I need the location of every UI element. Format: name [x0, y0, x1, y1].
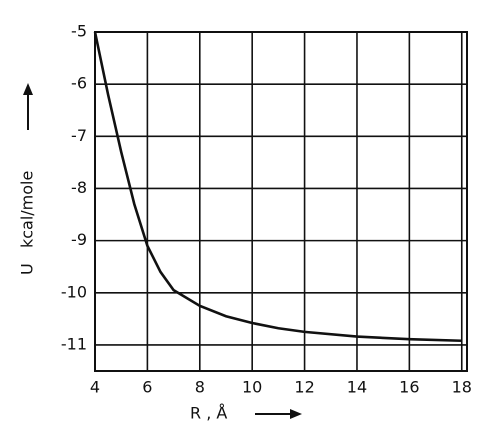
y-axis-label: U kcal/mole [18, 171, 37, 275]
y-tick-label: -8 [71, 178, 87, 197]
x-tick-label: 8 [195, 378, 205, 397]
x-tick-label: 18 [452, 378, 472, 397]
y-tick-label: -6 [71, 74, 87, 93]
y-tick-label: -5 [71, 22, 87, 41]
x-tick-label: 12 [294, 378, 314, 397]
y-tick-label: -9 [71, 230, 87, 249]
x-arrow-head [290, 409, 302, 419]
y-tick-label: -7 [71, 126, 87, 145]
x-tick-label: 4 [90, 378, 100, 397]
y-tick-label: -10 [61, 282, 87, 301]
x-tick-label: 16 [399, 378, 419, 397]
y-arrow-head [23, 83, 33, 95]
x-tick-label: 14 [347, 378, 367, 397]
curve [93, 31, 462, 343]
x-tick-label: 10 [242, 378, 262, 397]
y-tick-label: -11 [61, 334, 87, 353]
x-tick-label: 6 [142, 378, 152, 397]
plot-frame [94, 31, 468, 372]
x-axis-label: R , Å [190, 404, 227, 423]
